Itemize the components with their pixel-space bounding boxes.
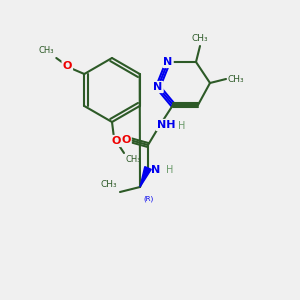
Text: O: O: [121, 135, 131, 145]
Text: (R): (R): [143, 195, 153, 202]
Text: H: H: [178, 121, 185, 131]
Polygon shape: [140, 167, 151, 187]
Text: O: O: [63, 61, 72, 71]
Text: O: O: [111, 136, 121, 146]
Text: CH₃: CH₃: [192, 34, 208, 43]
Text: N: N: [152, 165, 160, 175]
Text: CH₃: CH₃: [100, 180, 117, 189]
Text: N: N: [153, 82, 163, 92]
Text: NH: NH: [157, 120, 175, 130]
Text: CH₃: CH₃: [228, 74, 244, 83]
Text: N: N: [164, 57, 172, 67]
Text: CH₃: CH₃: [126, 155, 142, 164]
Text: H: H: [166, 165, 173, 175]
Text: CH₃: CH₃: [39, 46, 54, 55]
